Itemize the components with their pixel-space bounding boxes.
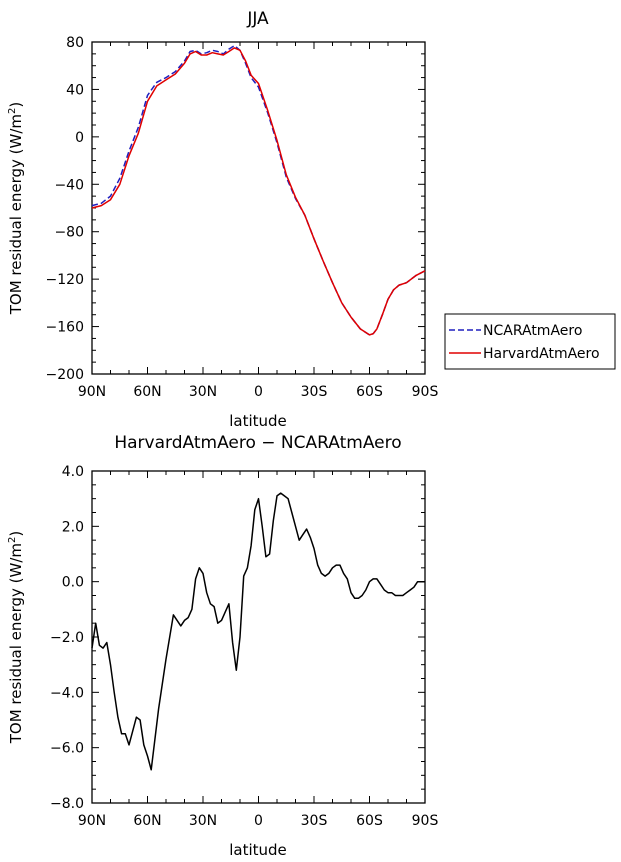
series-line-ncaratmaero [91, 44, 426, 336]
y-tick-label: −6.0 [50, 741, 84, 757]
legend-box [444, 313, 616, 370]
axis-ticks [91, 41, 426, 375]
x-tick-labels: 90N 60N 30N 0 30S 60S 90S [78, 384, 439, 400]
y-tick-label: 2.0 [62, 519, 84, 535]
y-axis-label-close: ) [7, 531, 25, 537]
chart-title: HarvardAtmAero − NCARAtmAero [114, 433, 401, 453]
x-tick-label: 60S [356, 384, 383, 400]
plot-frame [91, 41, 426, 375]
y-tick-label: −2.0 [50, 630, 84, 646]
y-tick-label: −4.0 [50, 685, 84, 701]
x-tick-label: 30N [189, 384, 217, 400]
x-tick-label: 90S [412, 384, 439, 400]
y-tick-label: 80 [66, 35, 84, 51]
y-tick-label: 0 [75, 130, 84, 146]
chart-jja: JJA 80 40 0 −40 −80 −120 −160 −200 90N 60N 30N 0 30… [7, 9, 616, 430]
y-tick-label: −120 [46, 272, 84, 288]
chart-title: JJA [246, 9, 269, 29]
y-tick-labels: 80 40 0 −40 −80 −120 −160 −200 [46, 35, 84, 383]
y-tick-label: 40 [66, 82, 84, 98]
chart-difference: HarvardAtmAero − NCARAtmAero 4.0 2.0 0.0 −2… [7, 433, 438, 859]
x-tick-label: 0 [254, 384, 263, 400]
y-tick-label: −40 [54, 177, 84, 193]
y-tick-label: −80 [54, 225, 84, 241]
plot-frame [91, 470, 426, 804]
y-axis-label-close: ) [7, 102, 25, 108]
x-tick-label: 90N [78, 384, 106, 400]
x-tick-label: 60N [133, 813, 161, 829]
x-tick-label: 30S [301, 384, 328, 400]
y-tick-label: 0.0 [62, 575, 84, 591]
axis-ticks [91, 470, 426, 804]
legend-label-harvard: HarvardAtmAero [483, 346, 600, 362]
y-axis-label-text: TOM residual energy (W/m [7, 114, 25, 315]
y-tick-labels: 4.0 2.0 0.0 −2.0 −4.0 −6.0 −8.0 [50, 464, 84, 812]
x-tick-label: 30S [301, 813, 328, 829]
y-axis-label: TOM residual energy (W/m2) [7, 531, 25, 745]
series-lines [91, 492, 425, 771]
y-axis-label-text: TOM residual energy (W/m [7, 543, 25, 744]
series-line-difference [91, 492, 425, 771]
series-lines [91, 44, 426, 336]
x-tick-labels: 90N 60N 30N 0 30S 60S 90S [78, 813, 439, 829]
y-axis-label-sup: 2 [7, 108, 18, 114]
x-axis-label: latitude [229, 412, 287, 430]
legend-label-ncar: NCARAtmAero [483, 323, 582, 339]
series-line-harvardatmaero [91, 47, 426, 336]
y-axis-label-sup: 2 [7, 537, 18, 543]
y-tick-label: 4.0 [62, 464, 84, 480]
x-axis-label: latitude [229, 841, 287, 859]
y-axis-label: TOM residual energy (W/m2) [7, 102, 25, 316]
x-tick-label: 90N [78, 813, 106, 829]
x-tick-label: 60S [356, 813, 383, 829]
x-tick-label: 30N [189, 813, 217, 829]
x-tick-label: 0 [254, 813, 263, 829]
y-tick-label: −200 [46, 367, 84, 383]
y-tick-label: −8.0 [50, 796, 84, 812]
x-tick-label: 60N [133, 384, 161, 400]
y-tick-label: −160 [46, 320, 84, 336]
x-tick-label: 90S [412, 813, 439, 829]
legend: NCARAtmAero HarvardAtmAero [444, 313, 616, 370]
